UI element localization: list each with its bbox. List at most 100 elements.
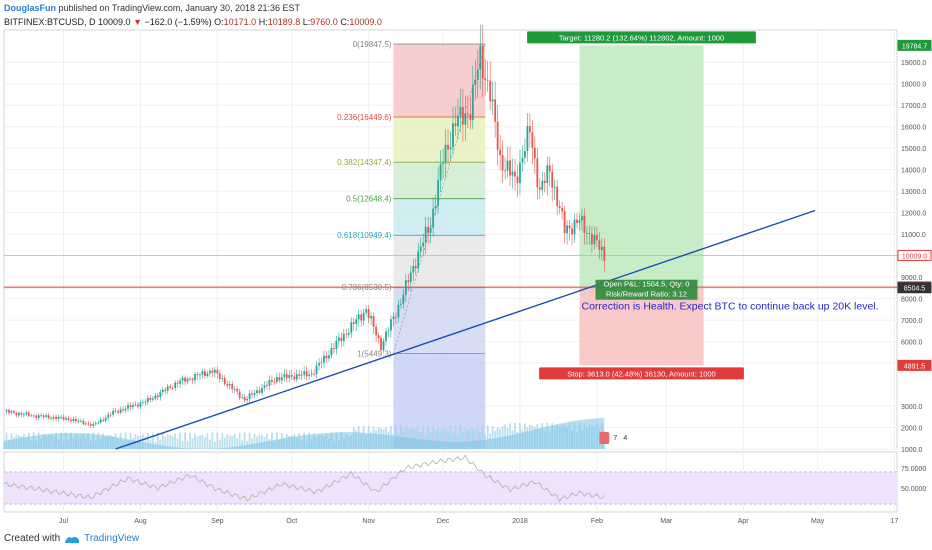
price-tag: 19784.7 [902,43,927,50]
price-tag: 4891.5 [904,363,926,370]
candle-body [476,69,479,80]
symbol-label[interactable]: BITFINEX:BTCUSD, D [4,17,96,27]
candle-body [10,411,13,413]
candle-body [429,227,432,233]
time-tick-label: Sep [211,518,224,525]
candle-body [164,389,167,391]
candle-body [352,322,355,324]
candle-body [390,319,392,331]
candle-body [469,114,472,121]
candle-body [328,355,330,359]
candle-body [97,422,100,424]
price-tick-label: 2000.0 [901,426,923,433]
fib-zone [393,235,486,288]
candle-body [174,382,177,389]
volume-bar [233,433,236,449]
candle-body [362,312,365,321]
candle-body [15,412,18,416]
candle-body [481,45,484,79]
footer: Created with TradingView [4,533,139,544]
candle-body [417,251,420,269]
candle-body [385,331,387,342]
change-value: −162.0 (−1.59%) [144,17,212,27]
volume-bar [151,432,154,449]
candle-body [124,408,127,411]
candle-body [129,405,132,408]
candle-body [347,332,350,335]
candle-body [258,390,261,393]
volume-bar [226,434,229,449]
candle-body [395,316,397,318]
candle-body [208,370,211,374]
volume-bar [439,428,442,449]
candle-body [114,410,117,412]
candle-body [494,99,497,122]
candle-body [548,165,551,172]
candle-body [561,207,564,212]
candle-body [303,371,306,375]
volume-bar [204,437,206,449]
candle-body [402,294,405,304]
volume-bar [266,433,268,449]
time-tick-label: Feb [591,518,603,525]
time-tick-label: Dec [437,518,450,525]
candle-body [22,414,25,416]
candle-body [251,393,253,395]
candle-body [20,412,23,415]
volume-bar [471,427,474,449]
volume-bar [248,432,251,449]
candle-body [146,397,149,402]
target-label-bg [527,31,756,44]
candle-body [196,374,199,376]
candle-body [397,304,400,318]
candle-body [484,78,487,80]
candle-body [72,418,75,421]
candle-body [407,280,410,283]
publish-text: published on TradingView.com, January 30… [58,3,301,13]
event-flag-icon [599,432,610,444]
candle-body [546,165,549,184]
stop-label-bg [539,367,744,380]
candle-body [8,409,10,413]
volume-bar [213,441,216,449]
candle-body [181,377,184,381]
volume-bar [261,434,263,449]
candle-body [318,363,320,366]
fib-zone [393,287,486,354]
candle-body [169,386,172,389]
fib-level-label: 0.382(14347.4) [337,158,392,167]
candle-body [107,414,110,418]
volume-bar [241,440,244,449]
candle-body [201,371,204,375]
author-link[interactable]: DouglasFun [4,3,56,13]
candle-body [409,272,412,283]
candle-body [161,389,164,393]
candle-body [553,186,556,188]
candle-body [528,126,531,133]
volume-bar [486,425,489,449]
volume-bar [434,430,437,449]
candle-body [159,392,162,398]
candle-body [13,411,15,413]
candle-body [62,416,65,420]
volume-bar [164,437,167,449]
tradingview-brand[interactable]: TradingView [84,533,140,544]
volume-bar [437,427,439,449]
candle-body [213,369,216,373]
time-tick-label: 2018 [512,518,528,525]
candle-body [603,246,606,261]
volume-bar [174,433,177,449]
time-tick-label: Oct [286,518,297,525]
volume-bar [208,439,211,449]
candle-body [191,378,194,381]
candle-body [538,187,541,190]
candle-body [598,240,601,251]
candle-body [65,418,67,420]
volume-bar [186,440,189,449]
fib-level-label: 0(19847.5) [353,40,392,49]
volume-bar [476,426,479,449]
volume-bar [491,426,494,449]
volume-bar [444,427,447,449]
price-tick-label: 17000.0 [901,103,926,110]
